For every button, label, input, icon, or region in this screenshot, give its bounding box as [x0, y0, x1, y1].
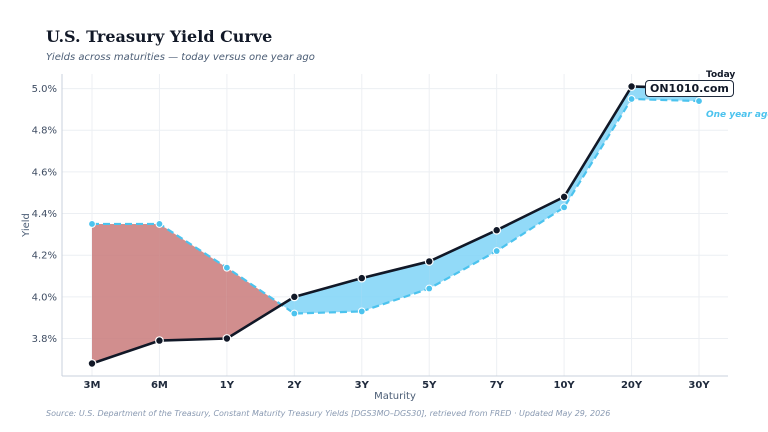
one-year-ago-point	[290, 309, 299, 318]
series-points	[87, 82, 704, 368]
chart-subtitle: Yields across maturities — today versus …	[46, 52, 315, 63]
today-point	[87, 359, 97, 368]
one-year-ago-point	[357, 307, 366, 316]
today-point	[222, 334, 232, 343]
source-note: Source: U.S. Department of the Treasury,…	[46, 409, 611, 418]
grid-lines	[62, 74, 728, 376]
series-line-today	[91, 85, 700, 365]
x-tick-label: 3M	[84, 380, 101, 391]
watermark-logo: ON1010.com	[645, 80, 734, 97]
chart-title: U.S. Treasury Yield Curve	[46, 27, 273, 46]
x-axis-title: Maturity	[374, 391, 416, 402]
today-point	[289, 292, 299, 302]
one-year-ago-point	[695, 97, 703, 105]
y-tick-label: 4.8%	[32, 126, 57, 137]
x-tick-label: 2Y	[287, 380, 302, 391]
y-axis-title: Yield	[21, 213, 32, 238]
y-tick-label: 4.4%	[32, 209, 57, 220]
one-year-ago-point	[627, 95, 636, 103]
x-tick-label: 20Y	[621, 380, 643, 391]
one-year-ago-point	[222, 263, 231, 272]
normal-spread-area	[564, 86, 632, 208]
one-year-ago-point	[425, 284, 434, 293]
normal-spread-area	[294, 278, 362, 314]
y-tick-label: 5.0%	[32, 84, 57, 95]
y-tick-label: 3.8%	[32, 334, 57, 345]
normal-spread-area	[361, 261, 430, 312]
x-tick-label: 7Y	[490, 380, 505, 391]
today-point	[357, 273, 367, 283]
one-year-ago-point	[492, 247, 501, 255]
series-label-today: Today	[706, 70, 735, 80]
inverted-spread-area	[159, 223, 227, 341]
series-line-one-year-ago	[92, 97, 700, 315]
inverted-spread-area	[92, 223, 160, 364]
one-year-ago-point	[560, 203, 569, 212]
x-tick-label: 1Y	[220, 380, 235, 391]
today-point	[492, 225, 502, 235]
axes	[61, 74, 728, 377]
x-tick-label: 5Y	[422, 380, 437, 391]
today-point	[559, 192, 569, 202]
one-year-ago-point	[155, 220, 164, 228]
x-tick-label: 10Y	[554, 380, 576, 391]
today-point	[155, 336, 164, 345]
x-tick-label: 6M	[151, 380, 168, 391]
x-tick-label: 3Y	[355, 380, 370, 391]
y-tick-label: 4.6%	[32, 167, 57, 178]
y-tick-label: 4.0%	[32, 292, 57, 303]
series-label-one-year-ago: One year ago	[706, 110, 768, 120]
inverted-spread-area	[226, 267, 282, 339]
today-point	[627, 82, 636, 91]
y-tick-label: 4.2%	[32, 251, 57, 262]
axis-labels: 3.8% 4.0% 4.2% 4.4% 4.6% 4.8% 5.0% 3M 6M 1Y 2Y 3Y 5Y…	[21, 70, 768, 402]
normal-spread-area	[281, 296, 295, 314]
spread-fill	[92, 86, 699, 364]
today-point	[424, 257, 434, 266]
one-year-ago-point	[88, 220, 96, 228]
x-tick-label: 30Y	[688, 380, 710, 391]
normal-spread-area	[429, 230, 497, 289]
normal-spread-area	[496, 196, 565, 252]
series-lines	[91, 85, 700, 365]
